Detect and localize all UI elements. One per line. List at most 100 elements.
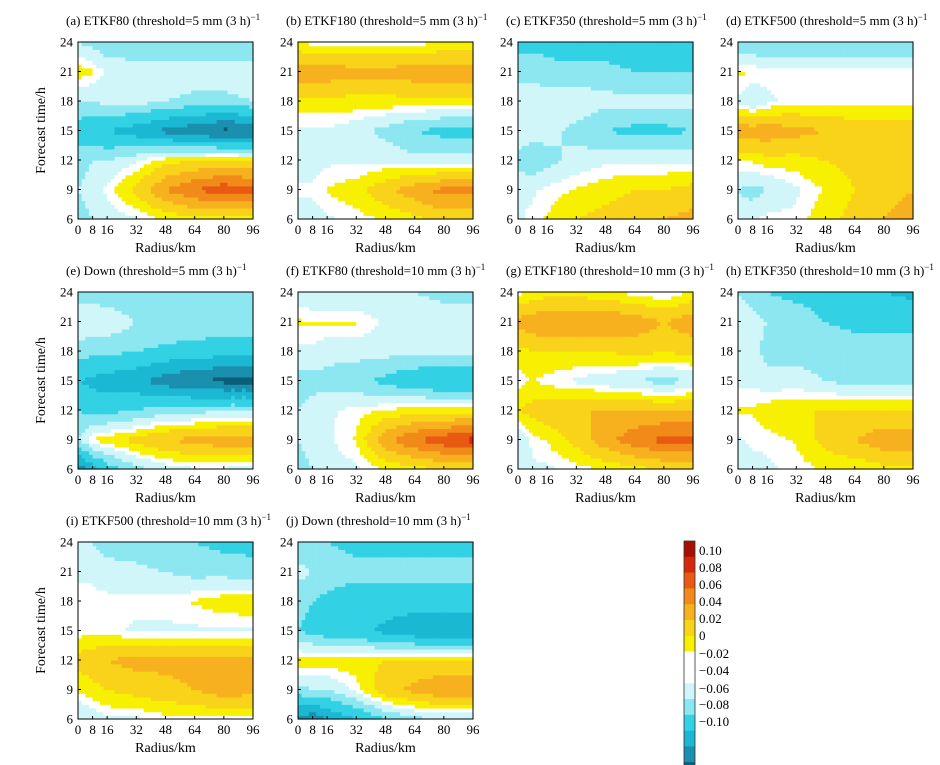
contour-cell — [371, 167, 375, 171]
contour-cell — [664, 212, 668, 216]
contour-cell — [364, 208, 368, 212]
x-axis-label: Radius/km — [135, 241, 196, 256]
contour-cell — [309, 53, 313, 57]
contour-cell — [327, 90, 331, 94]
contour-cell — [191, 160, 195, 164]
contour-cell — [345, 201, 349, 205]
contour-cell — [298, 175, 302, 179]
contour-cell — [338, 101, 342, 105]
contour-cell — [451, 197, 455, 201]
contour-cell — [345, 153, 349, 157]
contour-cell — [313, 75, 317, 79]
contour-cell — [93, 145, 97, 149]
contour-cell — [227, 160, 231, 164]
contour-cell — [375, 108, 379, 112]
contour-cell — [133, 131, 137, 135]
contour-cell — [184, 175, 188, 179]
contour-cell — [202, 123, 206, 127]
contour-cell — [238, 97, 242, 101]
contour-cell — [533, 193, 537, 197]
contour-cell — [224, 208, 228, 212]
contour-cell — [396, 108, 400, 112]
contour-cell — [246, 105, 250, 109]
contour-cell — [144, 68, 148, 72]
contour-cell — [367, 49, 371, 53]
contour-cell — [411, 83, 415, 87]
contour-cell — [345, 212, 349, 216]
contour-cell — [227, 72, 231, 76]
contour-cell — [360, 90, 364, 94]
contour-cell — [184, 171, 188, 175]
contour-cell — [418, 212, 422, 216]
contour-cell — [609, 193, 613, 197]
contour-cell — [371, 79, 375, 83]
contour-cell — [606, 197, 610, 201]
contour-cell — [458, 142, 462, 146]
contour-cell — [411, 112, 415, 116]
contour-cell — [140, 134, 144, 138]
contour-cell — [180, 142, 184, 146]
contour-cell — [231, 97, 235, 101]
contour-cell — [466, 201, 470, 205]
contour-cell — [624, 208, 628, 212]
contour-cell — [96, 186, 100, 190]
contour-cell — [191, 79, 195, 83]
contour-cell — [418, 72, 422, 76]
contour-cell — [422, 153, 426, 157]
contour-cell — [458, 116, 462, 120]
contour-cell — [320, 119, 324, 123]
contour-cell — [616, 208, 620, 212]
contour-cell — [158, 72, 162, 76]
contour-cell — [144, 108, 148, 112]
contour-cell — [404, 116, 408, 120]
contour-cell — [367, 101, 371, 105]
contour-cell — [404, 171, 408, 175]
contour-cell — [147, 94, 151, 98]
contour-cell — [217, 116, 221, 120]
contour-cell — [231, 175, 235, 179]
contour-cell — [133, 171, 137, 175]
contour-cell — [198, 75, 202, 79]
contour-cell — [331, 197, 335, 201]
contour-cell — [155, 212, 159, 216]
contour-cell — [224, 193, 228, 197]
contour-cell — [342, 86, 346, 90]
contour-cell — [462, 90, 466, 94]
contour-cell — [176, 208, 180, 212]
contour-cell — [455, 131, 459, 135]
contour-cell — [224, 197, 228, 201]
contour-cell — [89, 42, 93, 46]
contour-cell — [389, 64, 393, 68]
contour-cell — [96, 201, 100, 205]
contour-cell — [82, 123, 86, 127]
contour-cell — [462, 175, 466, 179]
contour-cell — [246, 134, 250, 138]
contour-cell — [140, 49, 144, 53]
contour-cell — [349, 94, 353, 98]
contour-cell — [125, 119, 129, 123]
contour-cell — [375, 149, 379, 153]
contour-cell — [547, 208, 551, 212]
contour-cell — [349, 60, 353, 64]
contour-cell — [364, 190, 368, 194]
contour-cell — [111, 197, 115, 201]
contour-cell — [389, 212, 393, 216]
contour-cell — [367, 127, 371, 131]
contour-cell — [415, 138, 419, 142]
contour-cell — [173, 212, 177, 216]
contour-cell — [433, 119, 437, 123]
contour-cell — [298, 64, 302, 68]
contour-cell — [447, 201, 451, 205]
contour-cell — [426, 131, 430, 135]
contour-cell — [451, 164, 455, 168]
contour-cell — [114, 175, 118, 179]
contour-cell — [176, 190, 180, 194]
contour-cell — [444, 90, 448, 94]
contour-cell — [202, 153, 206, 157]
contour-cell — [125, 64, 129, 68]
contour-cell — [440, 204, 444, 208]
contour-cell — [327, 119, 331, 123]
contour-cell — [195, 164, 199, 168]
contour-cell — [144, 171, 148, 175]
contour-cell — [118, 208, 122, 212]
